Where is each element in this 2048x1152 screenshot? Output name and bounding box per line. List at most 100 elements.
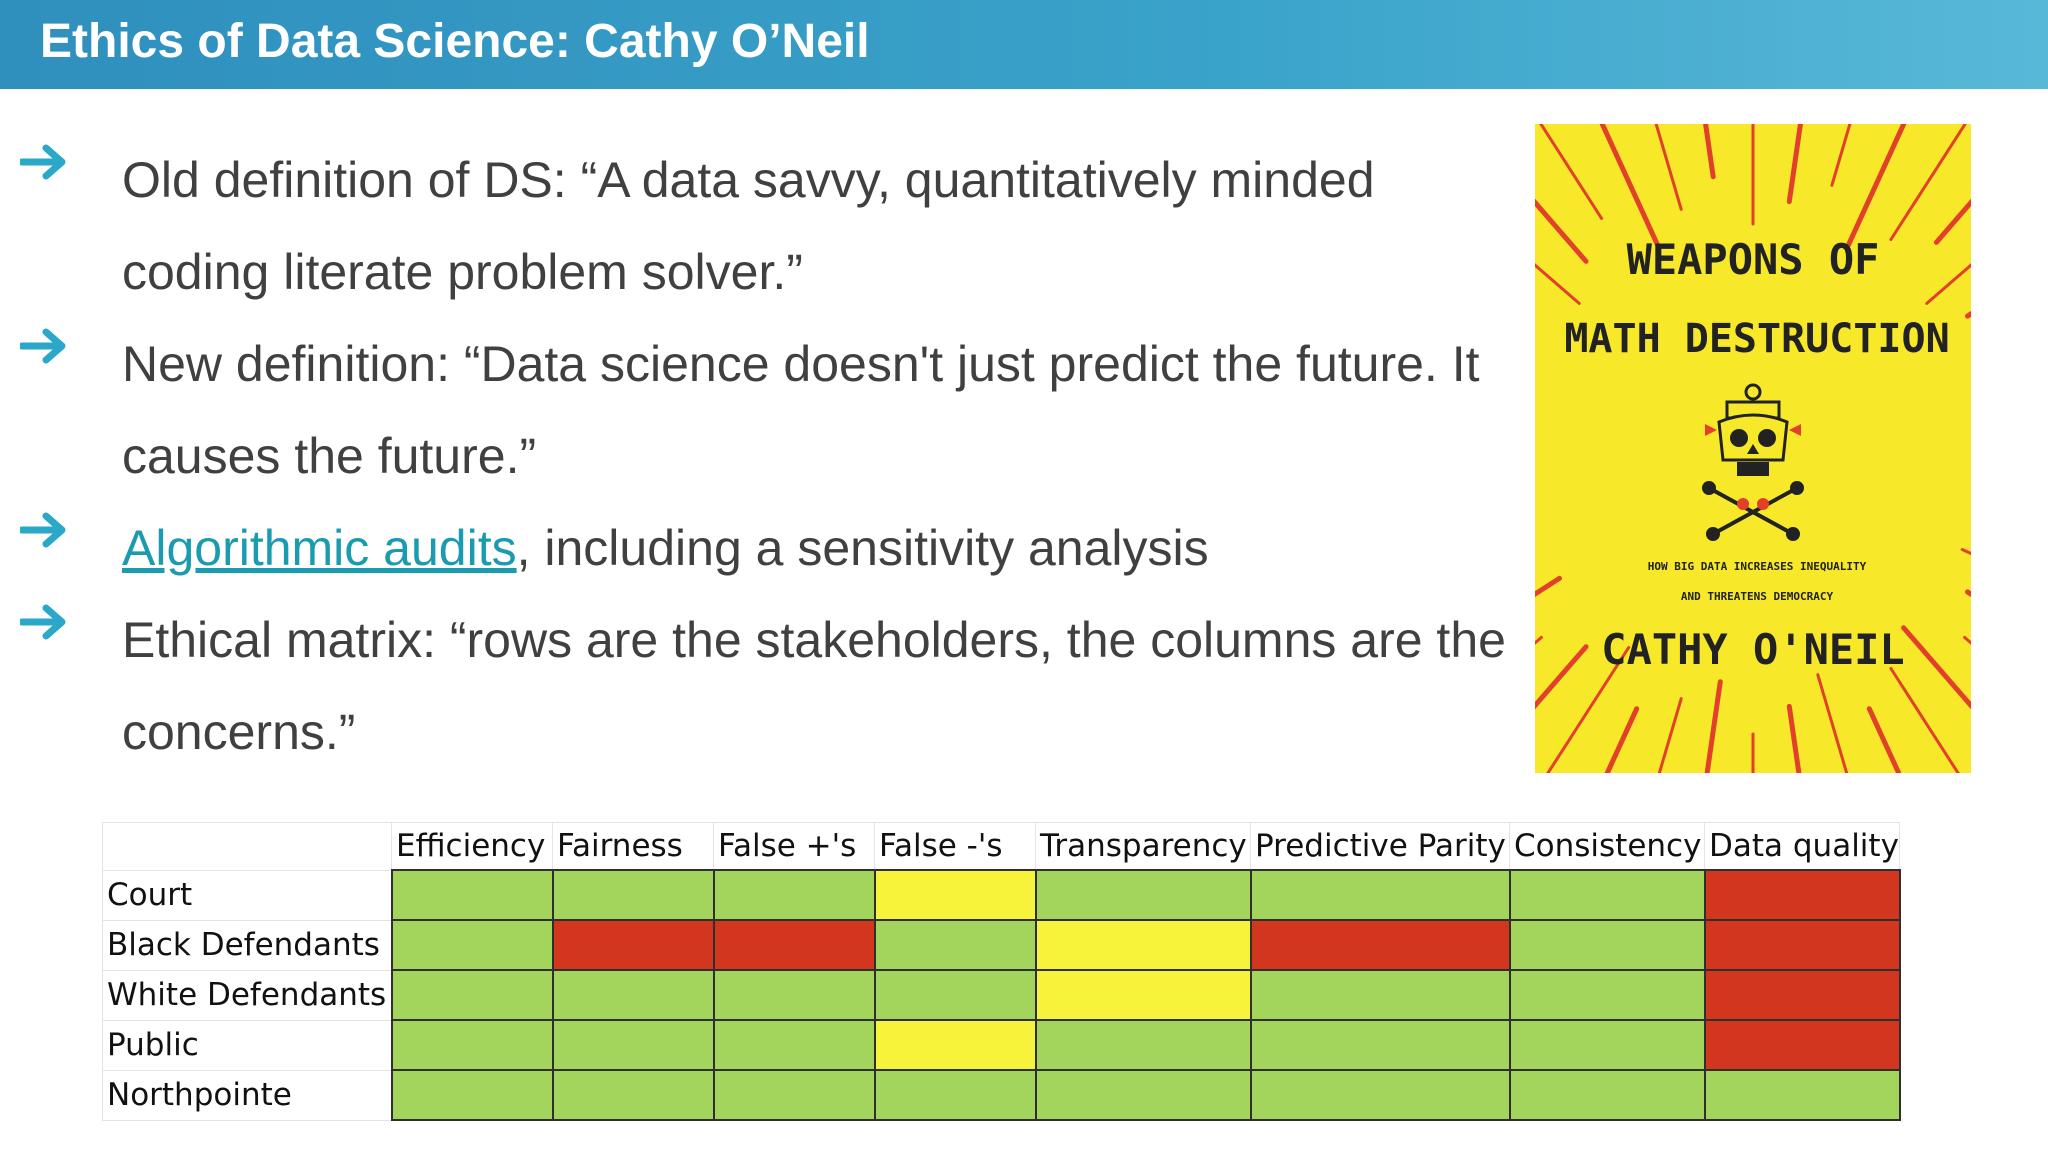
book-cover-ray (1535, 644, 1589, 710)
book-cover-ray (1703, 124, 1716, 180)
matrix-cell-red (1703, 1019, 1901, 1071)
matrix-cell-green (712, 1069, 876, 1121)
matrix-cell-green (390, 969, 554, 1021)
matrix-cell-red (1703, 969, 1901, 1021)
arrow-right-icon (20, 604, 66, 640)
matrix-cell-green (1249, 1069, 1511, 1121)
matrix-cell-green (1249, 969, 1511, 1021)
book-cover-rays (1535, 124, 1971, 773)
bullet-line: coding literate problem solver.” (122, 244, 803, 300)
matrix-cell-green (390, 1019, 554, 1071)
bullet-line: , including a sensitivity analysis (516, 520, 1209, 576)
book-subtitle-line2: AND THREATENS DEMOCRACY (1681, 590, 1834, 603)
matrix-body: Court Black Defendants White Defendants Pub… (102, 869, 1901, 1121)
book-cover-ray (1889, 667, 1960, 773)
book-cover-ray (1539, 124, 1604, 220)
matrix-cell-green (873, 969, 1037, 1021)
book-cover-ray (1657, 697, 1683, 773)
matrix-column-header: Data quality (1704, 822, 1900, 871)
bullet-item: New definition: “Data science doesn't ju… (0, 318, 1530, 502)
matrix-cell-green (1508, 1019, 1706, 1071)
arrow-right-icon (20, 328, 66, 364)
matrix-column-header: Consistency (1509, 822, 1705, 871)
matrix-cell-red (1703, 919, 1901, 971)
matrix-row-label: Court (102, 869, 392, 921)
matrix-cell-green (873, 919, 1037, 971)
bullet-line: Ethical matrix: “rows are the stakeholde… (122, 612, 1506, 668)
matrix-corner-cell (102, 822, 392, 871)
slide-header: Ethics of Data Science: Cathy O’Neil (0, 0, 2048, 89)
matrix-cell-green (712, 969, 876, 1021)
book-cover-ray (1846, 124, 1907, 248)
book-cover-ray (1599, 124, 1660, 248)
bullet-text: New definition: “Data science doesn't ju… (122, 318, 1530, 502)
robot-skull-icon (1702, 383, 1804, 541)
matrix-cell-green (1034, 1069, 1252, 1121)
matrix-cell-green (1508, 1069, 1706, 1121)
matrix-cell-green (390, 919, 554, 971)
book-cover-ray (1704, 679, 1723, 773)
matrix-cell-green (551, 869, 715, 921)
bullet-line: causes the future.” (122, 428, 537, 484)
book-cover-ray (1933, 198, 1971, 245)
book-cover-ray (1535, 263, 1581, 305)
matrix-cell-green (551, 969, 715, 1021)
matrix-cell-red (1249, 919, 1511, 971)
ethical-matrix-table: Efficiency Fairness False +'s False -'s … (102, 822, 1901, 1121)
slide-title: Ethics of Data Science: Cathy O’Neil (40, 15, 870, 68)
book-cover-ray (1925, 263, 1971, 305)
book-title-line1: WEAPONS OF (1627, 235, 1880, 284)
matrix-cell-green (712, 1019, 876, 1071)
matrix-column-header: Efficiency (391, 822, 553, 871)
bullet-text: Algorithmic audits, including a sensitiv… (122, 502, 1530, 594)
matrix-cell-yellow (1034, 919, 1252, 971)
matrix-cell-green (1034, 869, 1252, 921)
matrix-cell-red (551, 919, 715, 971)
book-cover-ray (1901, 625, 1971, 710)
matrix-cell-green (1249, 1019, 1511, 1071)
matrix-cell-yellow (1034, 969, 1252, 1021)
matrix-cell-green (1249, 869, 1511, 921)
book-cover-ray (1786, 703, 1802, 773)
book-cover-ray (1546, 646, 1631, 773)
matrix-column-header: Predictive Parity (1250, 822, 1510, 871)
bullet-item: Old definition of DS: “A data savvy, qua… (0, 134, 1530, 318)
matrix-column-header: False -'s (874, 822, 1036, 871)
bullet-line: New definition: “Data science doesn't ju… (122, 336, 1480, 392)
matrix-row-label: Black Defendants (102, 919, 392, 971)
bullet-item: Ethical matrix: “rows are the stakeholde… (0, 594, 1530, 778)
bullet-line: Old definition of DS: “A data savvy, qua… (122, 152, 1375, 208)
book-subtitle-line1: HOW BIG DATA INCREASES INEQUALITY (1648, 560, 1867, 573)
matrix-header-row: Efficiency Fairness False +'s False -'s … (102, 822, 1900, 871)
matrix-row: Court (102, 869, 1901, 921)
book-cover-image: WEAPONS OF MATH DESTRUCTION HOW BIG DATA… (1535, 124, 1971, 773)
matrix-cell-green (390, 1069, 554, 1121)
matrix-cell-green (1034, 1019, 1252, 1071)
book-cover-ray (1654, 124, 1683, 211)
matrix-row-label: Northpointe (102, 1069, 392, 1121)
matrix-cell-red (1703, 869, 1901, 921)
matrix-cell-green (390, 869, 554, 921)
book-cover-ray (1816, 673, 1849, 773)
matrix-cell-green (551, 1069, 715, 1121)
matrix-row: Northpointe (102, 1069, 1901, 1121)
matrix-row: White Defendants (102, 969, 1901, 1021)
matrix-cell-yellow (873, 869, 1037, 921)
matrix-row: Public (102, 1019, 1901, 1071)
bullet-item: Algorithmic audits, including a sensitiv… (0, 502, 1530, 594)
book-cover-ray (1830, 124, 1852, 187)
matrix-cell-green (1703, 1069, 1901, 1121)
matrix-cell-green (551, 1019, 715, 1071)
matrix-cell-green (1508, 919, 1706, 971)
matrix-row-label: Public (102, 1019, 392, 1071)
book-cover-ray (1786, 124, 1803, 205)
book-cover-ray (1889, 124, 1967, 241)
arrow-right-icon (20, 512, 66, 548)
matrix-row-label: White Defendants (102, 969, 392, 1021)
matrix-column-header: Fairness (552, 822, 714, 871)
matrix-cell-green (712, 869, 876, 921)
bullet-text: Old definition of DS: “A data savvy, qua… (122, 134, 1530, 318)
bullet-text: Ethical matrix: “rows are the stakeholde… (122, 594, 1530, 778)
algorithmic-audits-link[interactable]: Algorithmic audits (122, 520, 517, 576)
matrix-cell-green (1508, 869, 1706, 921)
